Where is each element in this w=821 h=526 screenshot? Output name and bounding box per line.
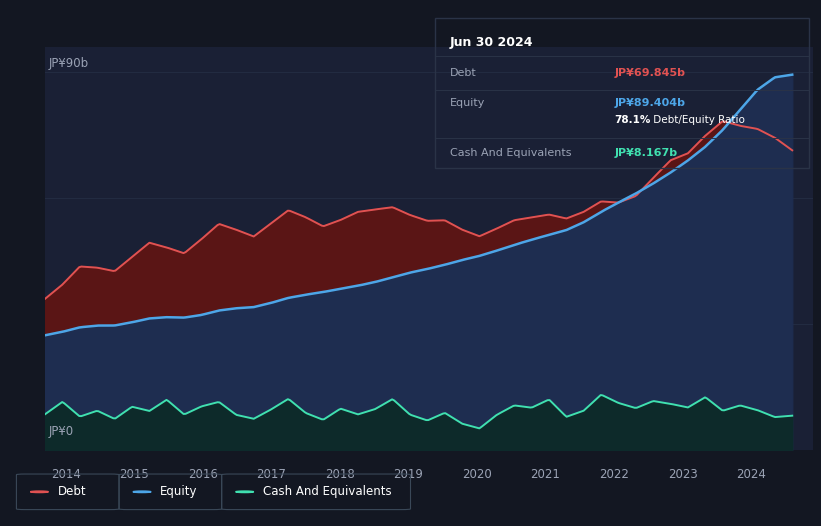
- Text: 2022: 2022: [599, 468, 629, 481]
- Text: Cash And Equivalents: Cash And Equivalents: [450, 148, 571, 158]
- Text: 2018: 2018: [325, 468, 355, 481]
- Text: Debt: Debt: [57, 485, 86, 498]
- Text: JP¥69.845b: JP¥69.845b: [614, 68, 686, 78]
- Text: 2023: 2023: [667, 468, 698, 481]
- Text: Debt: Debt: [450, 68, 477, 78]
- Text: Equity: Equity: [160, 485, 198, 498]
- Text: Debt/Equity Ratio: Debt/Equity Ratio: [650, 115, 745, 125]
- Text: 78.1%: 78.1%: [614, 115, 651, 125]
- Text: 2014: 2014: [51, 468, 80, 481]
- Text: 2024: 2024: [736, 468, 766, 481]
- Text: JP¥8.167b: JP¥8.167b: [614, 148, 677, 158]
- Text: 2016: 2016: [188, 468, 218, 481]
- Text: Jun 30 2024: Jun 30 2024: [450, 36, 534, 49]
- Circle shape: [236, 491, 254, 492]
- Text: 2020: 2020: [462, 468, 492, 481]
- Text: JP¥0: JP¥0: [49, 426, 74, 439]
- Text: Equity: Equity: [450, 98, 485, 108]
- Text: JP¥89.404b: JP¥89.404b: [614, 98, 686, 108]
- Text: Cash And Equivalents: Cash And Equivalents: [263, 485, 392, 498]
- Text: 2021: 2021: [530, 468, 561, 481]
- Circle shape: [30, 491, 48, 492]
- Circle shape: [133, 491, 151, 492]
- Text: 2019: 2019: [393, 468, 424, 481]
- Text: JP¥90b: JP¥90b: [49, 57, 89, 70]
- Text: 2017: 2017: [256, 468, 287, 481]
- Text: 2015: 2015: [119, 468, 149, 481]
